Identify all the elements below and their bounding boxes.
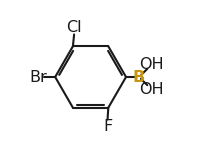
- Text: OH: OH: [139, 57, 164, 72]
- Text: B: B: [133, 69, 145, 85]
- Text: F: F: [103, 119, 112, 134]
- Text: OH: OH: [139, 82, 164, 97]
- Text: Cl: Cl: [66, 20, 82, 35]
- Text: Br: Br: [29, 69, 47, 85]
